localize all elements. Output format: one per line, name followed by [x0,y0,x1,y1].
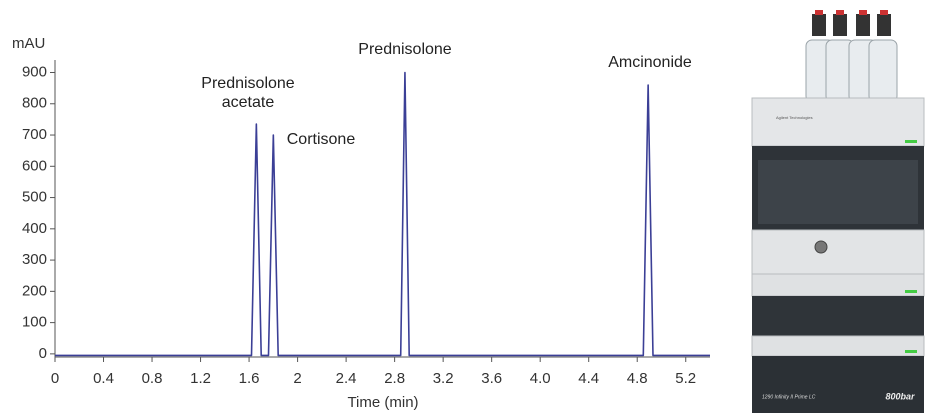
y-tick-label: 500 [22,189,47,206]
x-axis-label: Time (min) [347,394,418,411]
x-tick-label: 2.8 [384,370,405,387]
x-tick-label: 4.4 [578,370,599,387]
x-tick-label: 0.8 [142,370,163,387]
y-tick-label: 100 [22,314,47,331]
peak-label: Cortisone [286,131,356,148]
y-tick-label: 300 [22,251,47,268]
chromatogram-line [55,71,710,357]
x-tick-label: 3.2 [433,370,454,387]
x-tick-label: 4.0 [530,370,551,387]
y-tick-label: 800 [22,95,47,112]
y-tick-label: 200 [22,282,47,299]
peak-label: Prednisolone [358,41,452,58]
instrument: Agilent Technologies 1290 Infinity II Pr… [751,10,925,413]
x-tick-label: 1.6 [239,370,260,387]
y-tick-label: 400 [22,220,47,237]
brand: Agilent Technologies [776,115,813,120]
peak-label: Amcinonide [608,54,692,71]
x-tick-label: 0 [51,370,59,387]
pressure: 800bar [885,391,915,401]
y-tick-label: 900 [22,63,47,80]
x-tick-label: 3.6 [481,370,502,387]
y-axis-label: mAU [12,35,45,52]
x-tick-label: 2.4 [336,370,357,387]
y-tick-label: 600 [22,157,47,174]
x-tick-label: 0.4 [93,370,114,387]
peak-label: Prednisolone acetate [201,75,295,111]
x-tick-label: 1.2 [190,370,211,387]
x-tick-label: 4.8 [627,370,648,387]
y-tick-label: 700 [22,126,47,143]
x-tick-label: 2 [293,370,301,387]
x-tick-label: 5.2 [675,370,696,387]
y-tick-label: 0 [39,345,47,362]
model: 1290 Infinity II Prime LC [762,394,816,400]
